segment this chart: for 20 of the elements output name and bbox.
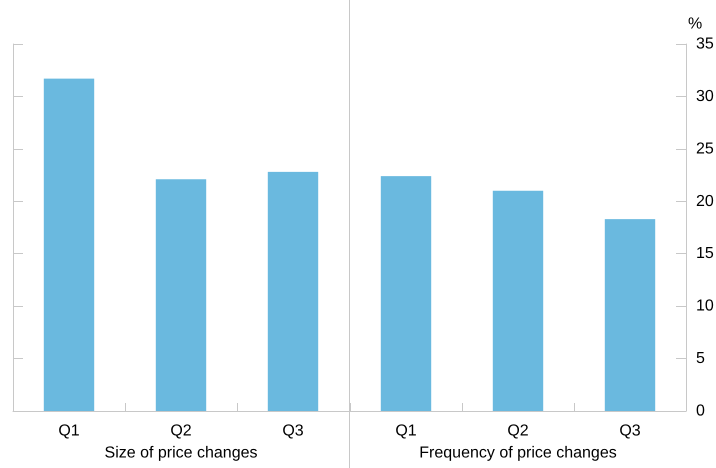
y-tick-label: 10: [696, 298, 714, 315]
x-tick-label: Q3: [619, 422, 641, 440]
y-tick-label: 30: [696, 88, 714, 105]
x-axis-title: Size of price changes: [104, 444, 258, 462]
x-axis-title: Frequency of price changes: [419, 444, 617, 462]
y-tick-label: 15: [696, 245, 714, 262]
x-tick-label: Q3: [282, 422, 304, 440]
y-tick-label: 35: [696, 36, 714, 52]
x-tick-label: Q1: [58, 422, 80, 440]
y-tick-label: 0: [696, 402, 705, 420]
y-tick-label: 5: [696, 350, 705, 368]
x-tick-label: Q2: [170, 422, 192, 440]
y-axis-title: %: [688, 16, 702, 32]
bar: [380, 176, 432, 411]
bar: [492, 190, 544, 411]
y-tick-label: 20: [696, 192, 714, 210]
x-tick-label: Q1: [395, 422, 417, 440]
bar: [604, 219, 656, 411]
y-tick-label: 25: [696, 140, 714, 158]
x-tick-label: Q2: [507, 422, 529, 440]
